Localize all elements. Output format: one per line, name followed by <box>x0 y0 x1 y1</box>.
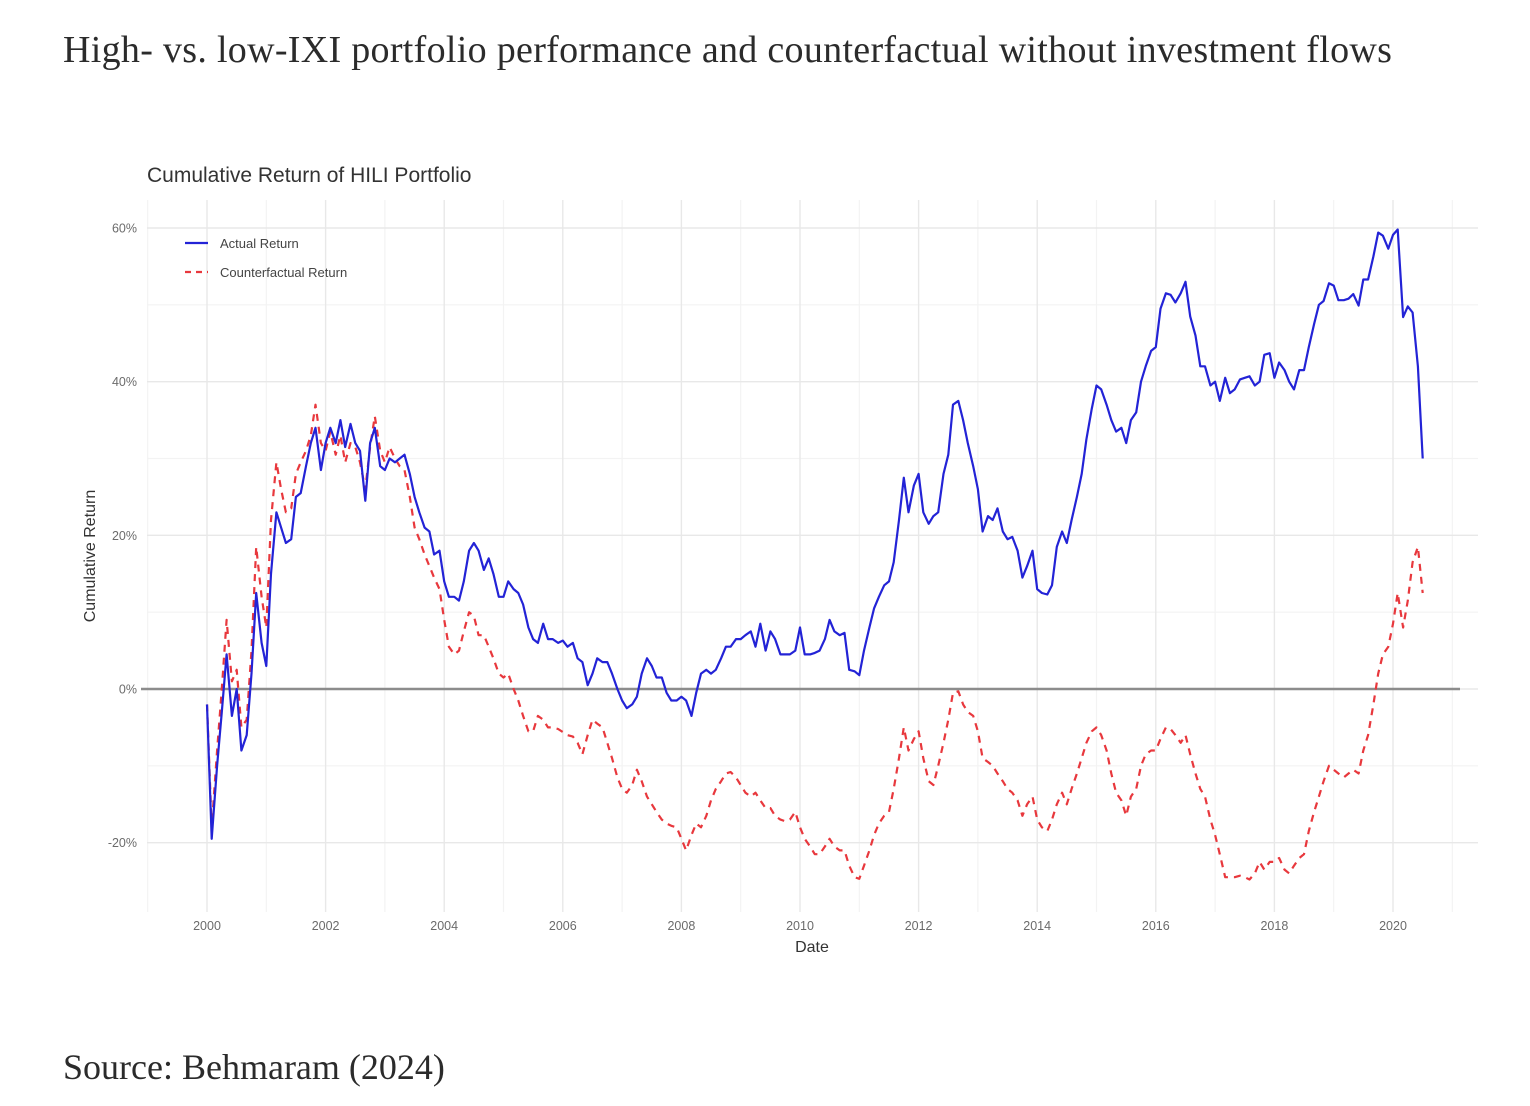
x-tick-label: 2020 <box>1379 919 1407 933</box>
y-tick-label: 60% <box>112 222 137 236</box>
legend: Actual Return Counterfactual Return <box>185 236 347 280</box>
y-tick-label: -20% <box>108 836 137 850</box>
x-axis-label: Date <box>795 939 829 956</box>
y-axis-ticks: -20% 0% 20% 40% 60% <box>108 222 137 851</box>
x-tick-label: 2018 <box>1260 919 1288 933</box>
x-tick-label: 2000 <box>193 919 221 933</box>
legend-label-actual-return: Actual Return <box>220 236 299 251</box>
y-tick-label: 20% <box>112 529 137 543</box>
series-layer <box>205 228 1424 881</box>
chart-title: Cumulative Return of HILI Portfolio <box>147 164 471 187</box>
y-tick-label: 0% <box>119 683 137 697</box>
y-axis-label: Cumulative Return <box>82 490 99 623</box>
source-note: Source: Behmaram (2024) <box>63 1047 445 1087</box>
x-tick-label: 2012 <box>905 919 933 933</box>
series-line-actual-return <box>205 228 1424 840</box>
x-tick-label: 2006 <box>549 919 577 933</box>
x-axis-ticks: 2000 2002 2004 2006 2008 2010 2012 2014 2016 2018… <box>193 919 1407 933</box>
series-line-counterfactual-return <box>205 403 1424 881</box>
x-tick-label: 2008 <box>667 919 695 933</box>
page-title: High- vs. low-IXI portfolio performance … <box>63 29 1393 71</box>
y-tick-label: 40% <box>112 375 137 389</box>
x-tick-label: 2014 <box>1023 919 1051 933</box>
x-tick-label: 2004 <box>430 919 458 933</box>
grid-minor <box>147 200 1478 912</box>
grid-major <box>147 200 1478 912</box>
x-tick-label: 2002 <box>312 919 340 933</box>
x-tick-label: 2016 <box>1142 919 1170 933</box>
legend-label-counterfactual-return: Counterfactual Return <box>220 265 347 280</box>
x-tick-label: 2010 <box>786 919 814 933</box>
